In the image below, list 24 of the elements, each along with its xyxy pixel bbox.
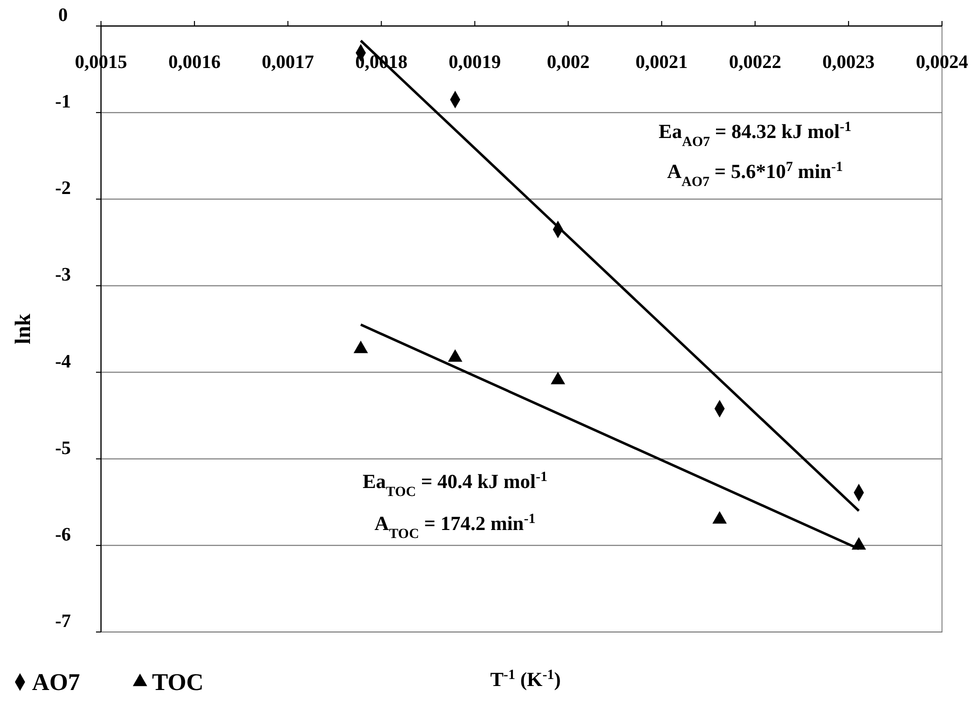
x-tick-label: 0,0021 [636,52,688,73]
x-tick-label: 0,0024 [916,52,969,73]
annotation: Ea$_{AO7}$ = 84.32 kJ mol$^{-1}$ [658,120,852,150]
y-tick-label: -1 [55,92,71,113]
x-tick-label: 0,0016 [168,52,221,73]
y-tick-label: -7 [55,611,72,632]
y-axis-title: lnk [10,312,35,344]
legend-label: TOC [152,670,204,696]
annotation: A$_{TOC}$ = 174.2 min$^{-1}$ [374,512,536,542]
y-tick-label: -2 [55,178,71,200]
x-tick-label: 0,0023 [822,52,875,73]
x-tick-label: 0,0022 [728,52,782,73]
x-tick-label: 0,002 [546,52,590,73]
y-tick-label: -5 [55,438,71,459]
y-tick-label: -6 [55,524,71,546]
annotation: A$_{AO7}$ = 5.6*10$^{7}$ min$^{-1}$ [667,160,843,190]
y-tick-label: 0 [58,5,68,26]
x-axis-title: T$^{-1}$ (K$^{-1}$) [490,668,561,691]
x-tick-label: 0,0017 [262,52,315,73]
y-tick-label: -4 [55,351,72,372]
x-tick-label: 0,0019 [448,52,501,73]
annotation: Ea$_{TOC}$ = 40.4 kJ mol$^{-1}$ [362,470,548,500]
legend-label: AO7 [32,670,80,696]
y-tick-label: -3 [55,264,71,286]
